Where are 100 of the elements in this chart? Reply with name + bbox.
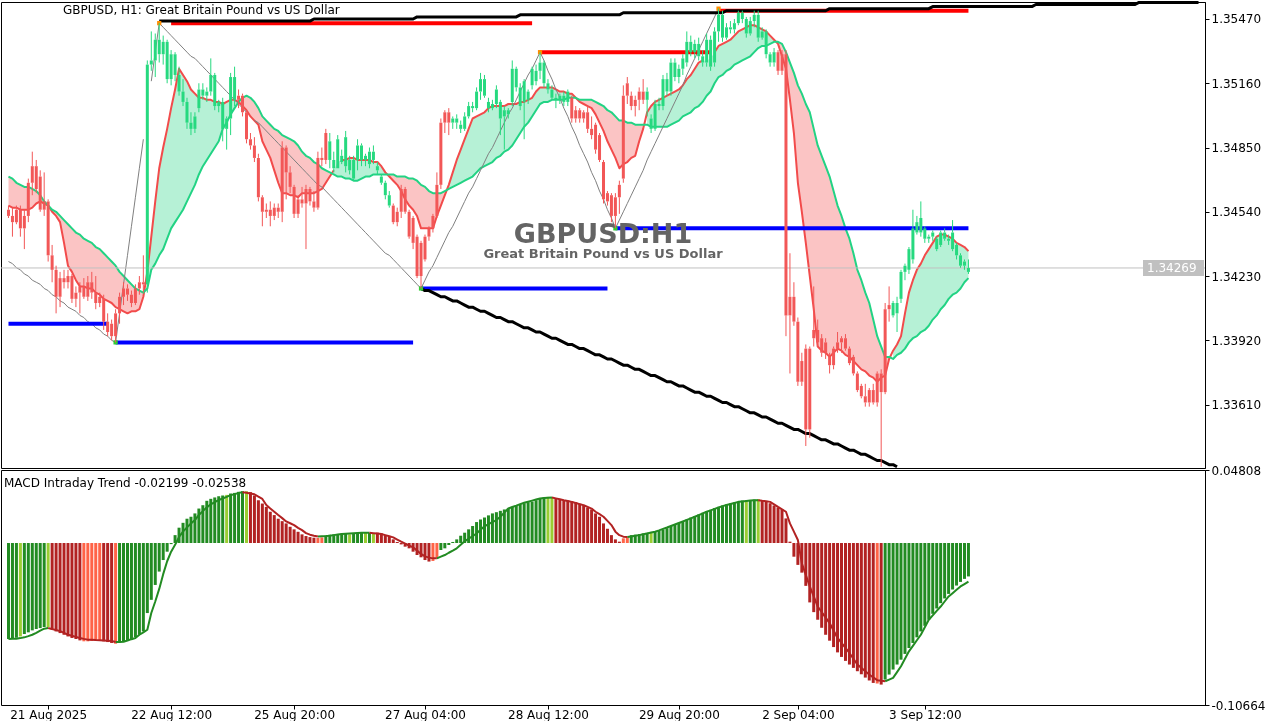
candlestick [46,198,50,263]
candlestick [947,234,951,246]
bar [18,543,22,637]
y-tick-label: 1.33610 [1211,398,1262,413]
bar [613,539,617,544]
candlestick [94,275,98,310]
candlestick [189,111,193,136]
candlestick [709,35,713,72]
candlestick [966,258,970,275]
bar [94,543,98,641]
y-tick-label: 1.33920 [1211,333,1262,348]
candlestick [840,335,844,354]
candlestick [705,33,709,68]
candlestick [697,37,701,61]
bar [304,536,308,544]
candlestick [931,229,935,242]
candlestick [685,30,689,68]
bar [26,543,30,633]
chart-title: GBPUSD, H1: Great Britain Pound vs US Dollar [63,3,340,17]
candlestick [693,39,697,59]
point [716,6,721,11]
annotation: GBPUSD:H1 [513,218,693,249]
candlestick [959,252,963,269]
annotation: Great Britain Pound vs US Dollar [483,246,724,261]
bar [316,538,320,544]
bar [855,543,859,672]
candlestick [22,209,26,250]
candlestick [221,97,225,142]
bar [30,543,34,631]
candlestick [717,8,721,43]
bar [348,534,352,544]
bar [832,543,836,648]
candlestick [784,49,788,337]
candlestick [843,333,847,352]
candlestick [18,205,22,238]
y-tick-label: 1.34230 [1211,269,1262,284]
candlestick [939,229,943,248]
candlestick [30,151,34,196]
candlestick [943,227,947,242]
candlestick [256,153,260,202]
bar [875,543,879,684]
x-tick-label: 3 Sep 12:00 [889,707,962,722]
candlestick [153,33,157,78]
candlestick [122,281,126,306]
candlestick [863,383,867,408]
candlestick [895,296,899,333]
bar [320,537,324,544]
y-tick-label: -0.10664 [1211,698,1266,713]
bar [82,543,86,642]
candlestick [149,30,153,72]
candlestick [836,331,840,354]
candlestick [125,283,129,302]
candlestick [308,186,312,207]
x-tick-label: 27 Aug 04:00 [385,707,466,722]
candlestick [824,337,828,360]
candlestick [832,346,836,370]
candlestick [324,128,328,165]
candlestick [772,47,776,68]
candlestick [804,343,808,447]
candlestick [106,312,110,337]
x-tick-label: 29 Aug 20:00 [638,707,720,722]
candlestick [867,387,871,408]
candlestick [280,140,284,223]
bar [847,543,851,665]
candlestick [748,16,752,37]
x-tick-label: 2 Sep 04:00 [762,707,835,722]
candlestick [193,111,197,134]
x-tick-label: 22 Aug 12:00 [131,707,213,722]
candlestick [173,51,177,82]
candlestick [272,202,276,221]
candlestick [268,200,272,227]
candlestick [744,16,748,39]
candlestick [304,184,308,250]
candlestick [70,273,74,304]
candlestick [86,275,90,302]
y-tick-label: 1.34850 [1211,141,1262,156]
bar [34,543,38,629]
candlestick [776,49,780,76]
bar [836,543,840,653]
candlestick [756,10,760,43]
candlestick [732,18,736,35]
candlestick [205,86,209,103]
candlestick [229,72,233,136]
candlestick [899,269,903,304]
candlestick [808,346,812,439]
bar [98,543,102,641]
bar [959,543,963,582]
y-tick-label: 1.34540 [1211,205,1262,220]
candlestick [962,258,966,271]
bar [962,543,966,579]
candlestick [213,72,217,111]
bar [843,543,847,661]
bar [780,509,784,544]
bar [840,543,844,657]
candlestick [145,59,149,294]
bar [966,543,970,577]
candlestick [14,205,18,225]
candlestick [328,132,332,169]
point [113,340,118,345]
bar [772,505,776,544]
